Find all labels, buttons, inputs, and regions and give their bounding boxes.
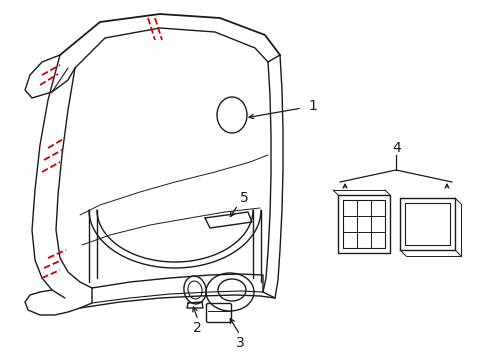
- Text: 5: 5: [240, 191, 248, 205]
- Text: 3: 3: [236, 336, 244, 350]
- Text: 4: 4: [391, 141, 400, 155]
- Text: 2: 2: [193, 321, 202, 335]
- Text: 1: 1: [307, 99, 316, 113]
